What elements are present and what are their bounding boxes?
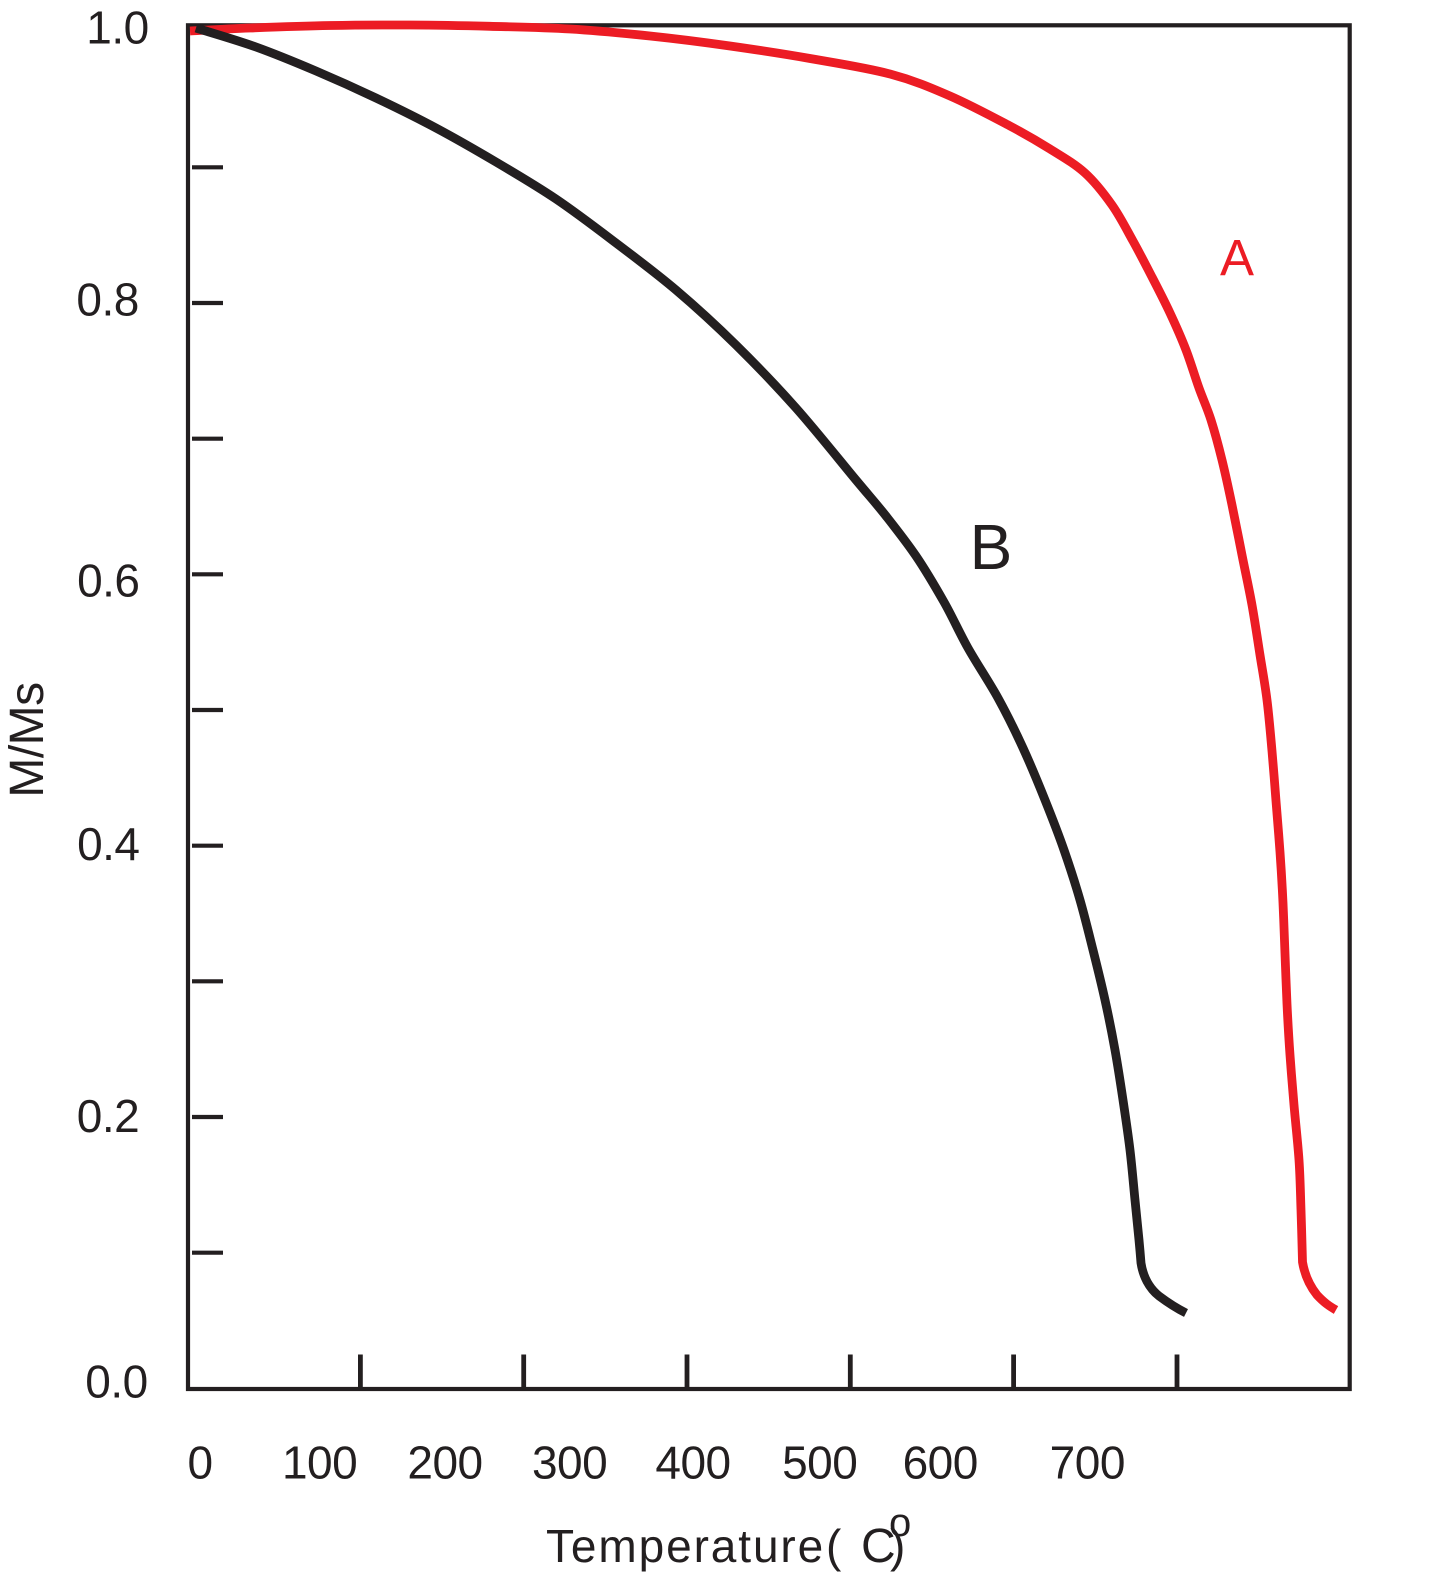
svg-text:B: B xyxy=(970,511,1013,583)
svg-text:0.8: 0.8 xyxy=(76,273,138,325)
svg-text:o: o xyxy=(889,1501,911,1545)
svg-text:0.4: 0.4 xyxy=(77,818,139,870)
svg-text:0.2: 0.2 xyxy=(77,1090,139,1142)
svg-text:500: 500 xyxy=(782,1437,857,1489)
svg-text:100: 100 xyxy=(282,1437,357,1489)
svg-text:600: 600 xyxy=(903,1437,978,1489)
svg-text:0.0: 0.0 xyxy=(85,1356,147,1408)
svg-text:A: A xyxy=(1220,230,1254,287)
svg-text:0: 0 xyxy=(187,1437,212,1489)
svg-text:C: C xyxy=(861,1520,896,1573)
svg-text:Temperature: Temperature xyxy=(546,1520,825,1572)
svg-text:M/Ms: M/Ms xyxy=(1,682,54,797)
svg-text:300: 300 xyxy=(532,1437,607,1489)
svg-text:400: 400 xyxy=(655,1437,730,1489)
svg-text:700: 700 xyxy=(1050,1437,1125,1489)
svg-text:0.6: 0.6 xyxy=(77,555,139,607)
svg-text:1.0: 1.0 xyxy=(86,2,148,54)
svg-text:200: 200 xyxy=(407,1437,482,1489)
svg-text:(: ( xyxy=(826,1520,842,1572)
svg-text:): ) xyxy=(890,1520,905,1572)
